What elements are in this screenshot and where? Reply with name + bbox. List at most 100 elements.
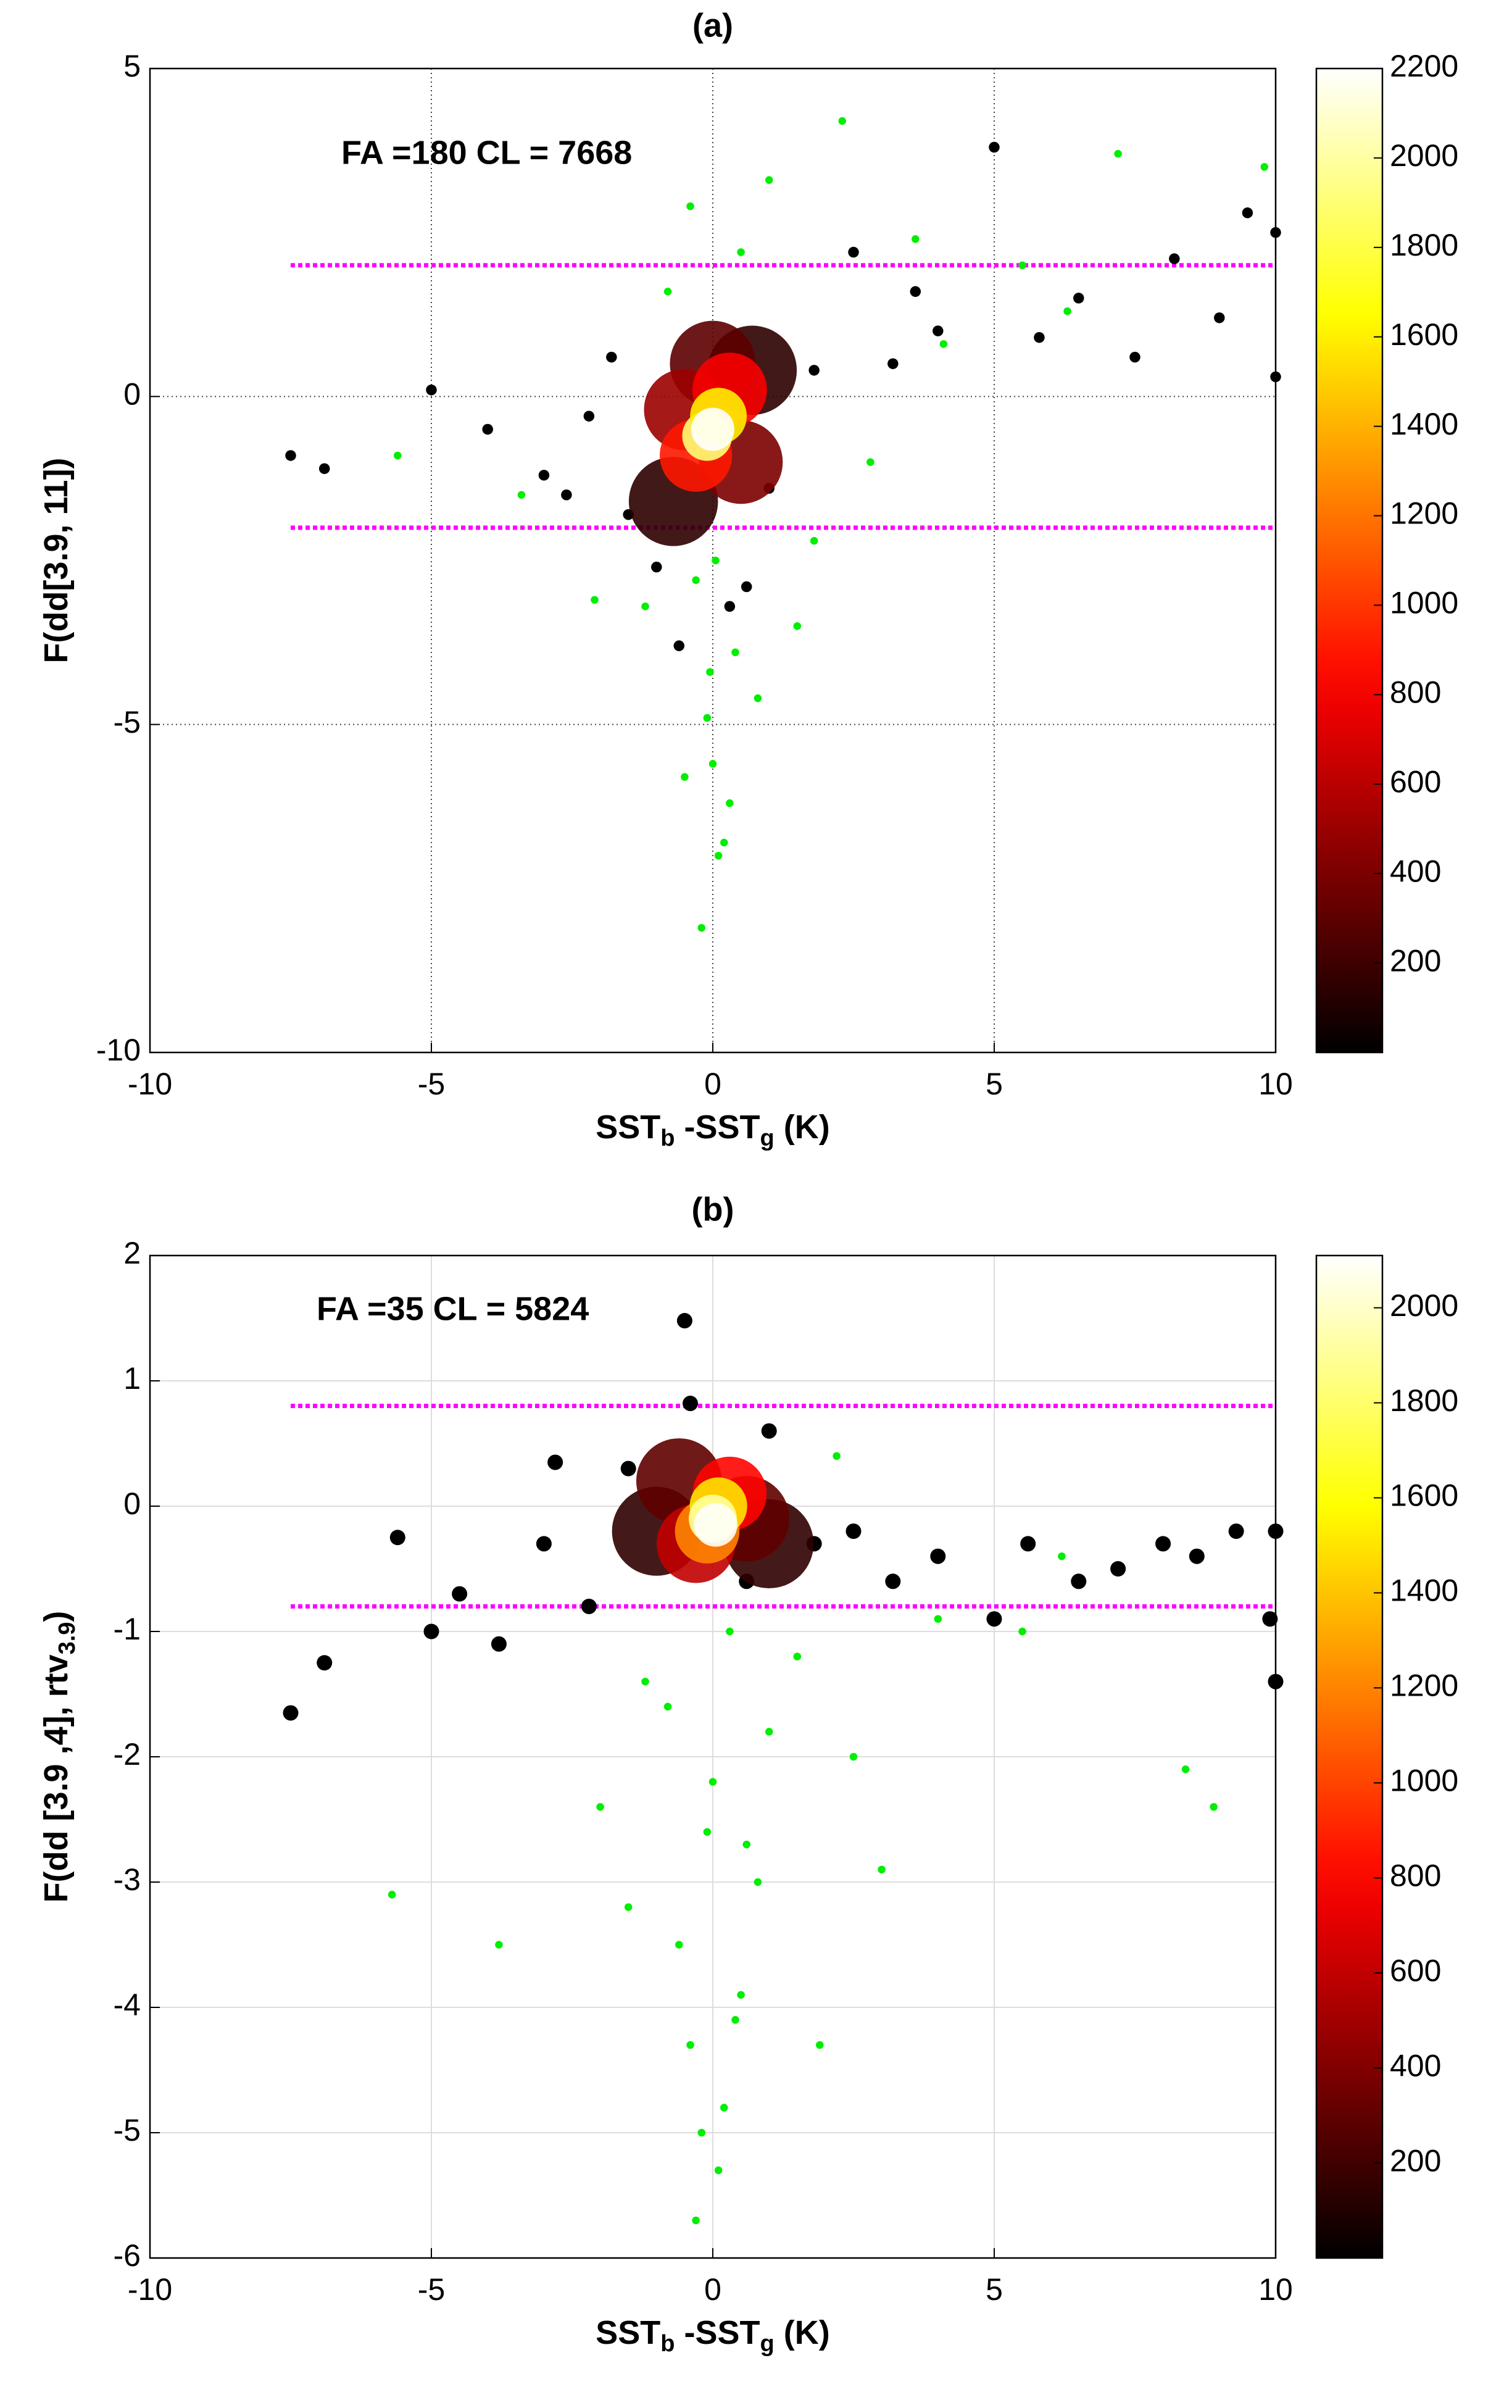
y-tick-label: -5 xyxy=(114,705,141,739)
scatter-point xyxy=(651,561,662,573)
scatter-point xyxy=(910,286,921,298)
scatter-point xyxy=(389,1530,405,1546)
scatter-point xyxy=(583,410,595,422)
scatter-point xyxy=(538,470,550,481)
y-tick-label: -5 xyxy=(114,2113,141,2148)
x-tick-label: 0 xyxy=(704,1067,721,1101)
label-part: ) xyxy=(38,1611,75,1622)
plot-frame xyxy=(149,1254,1277,2259)
scatter-point xyxy=(641,602,649,610)
x-tick-label: -5 xyxy=(418,2272,445,2307)
y-tick-label: -1 xyxy=(114,1612,141,1646)
scatter-point xyxy=(866,458,874,466)
colorbar-tick-label: 600 xyxy=(1390,1953,1441,1988)
scatter-point xyxy=(887,358,899,369)
scatter-point xyxy=(676,1313,692,1329)
scatter-point xyxy=(517,491,526,499)
scatter-point xyxy=(686,202,694,210)
label: SSTb -SSTg (K) xyxy=(596,1109,829,1151)
scatter-point xyxy=(426,384,437,396)
scatter-point xyxy=(1018,1627,1026,1636)
scatter-point xyxy=(1110,1561,1126,1577)
y-tick-label: 0 xyxy=(123,1486,141,1521)
y-tick-label: -3 xyxy=(114,1862,141,1897)
scatter-point xyxy=(1155,1536,1171,1552)
density-point xyxy=(694,1503,737,1547)
colorbar-tick-label: 800 xyxy=(1390,675,1441,710)
subscript: g xyxy=(760,2331,775,2357)
x-tick-label: -10 xyxy=(128,1067,172,1101)
scatter-point xyxy=(697,2128,706,2137)
scatter-point xyxy=(720,2104,728,2112)
scatter-point xyxy=(641,1677,649,1686)
scatter-point xyxy=(726,1627,734,1636)
colorbar-tick-label: 400 xyxy=(1390,854,1441,888)
scatter-point xyxy=(1063,307,1071,315)
label-part: SST xyxy=(596,2314,660,2351)
annotation: FA =180 CL = 7668 xyxy=(341,134,632,171)
colorbar-tick-label: 2000 xyxy=(1390,1288,1458,1323)
scatter-point xyxy=(708,1778,717,1786)
scatter-point xyxy=(1058,1552,1066,1560)
colorbar-tick-label: 1800 xyxy=(1390,228,1458,262)
scatter-point xyxy=(793,1652,802,1660)
label-part: F(dd [3.9 ,4], rtv xyxy=(38,1654,75,1902)
label-part: F(dd[3.9, 11]) xyxy=(38,457,75,663)
scatter-point xyxy=(833,1452,841,1460)
scatter-point xyxy=(703,1828,712,1836)
scatter-point xyxy=(495,1941,503,1949)
scatter-point xyxy=(816,2041,824,2049)
scatter-point xyxy=(708,760,717,768)
scatter-point xyxy=(536,1536,552,1552)
subscript: g xyxy=(760,1125,775,1151)
colorbar-tick-label: 1600 xyxy=(1390,317,1458,352)
scatter-point xyxy=(933,325,944,336)
scatter-point xyxy=(663,1702,672,1711)
scatter-point xyxy=(742,1840,750,1849)
x-tick-label: 5 xyxy=(986,2272,1003,2307)
scatter-point xyxy=(423,1623,439,1639)
y-tick-label: 1 xyxy=(123,1361,141,1396)
scatter-point xyxy=(754,1878,762,1886)
scatter-point xyxy=(1073,293,1084,304)
x-tick-label: 10 xyxy=(1258,1067,1293,1101)
scatter-point xyxy=(1262,1611,1278,1627)
scatter-point xyxy=(731,2016,739,2024)
scatter-point xyxy=(838,117,847,125)
scatter-point xyxy=(754,694,762,702)
label-part: -SST xyxy=(675,2314,760,2351)
scatter-point xyxy=(547,1454,563,1470)
scatter-point xyxy=(885,1573,901,1589)
annotation: FA =35 CL = 5824 xyxy=(317,1290,589,1327)
scatter-point xyxy=(1260,163,1269,171)
scatter-point xyxy=(491,1636,507,1652)
scatter-point xyxy=(681,773,689,781)
scatter-point xyxy=(482,423,493,435)
scatter-point xyxy=(989,141,1000,153)
y-tick-label: -4 xyxy=(114,1988,141,2022)
scatter-point xyxy=(686,2041,694,2049)
scatter-point xyxy=(596,1802,604,1811)
scatter-point xyxy=(683,1396,699,1412)
scatter-point xyxy=(930,1548,946,1564)
colorbar-tick-label: 2200 xyxy=(1390,49,1458,83)
scatter-point xyxy=(624,1903,633,1911)
scatter-point xyxy=(673,640,685,651)
colorbar-tick-label: 1200 xyxy=(1390,496,1458,531)
label: F(dd [3.9 ,4], rtv3.9) xyxy=(38,1611,80,1903)
scatter-point xyxy=(1114,149,1122,158)
scatter-point xyxy=(1181,1765,1190,1773)
scatter-point xyxy=(285,450,296,461)
x-tick-label: -10 xyxy=(128,2272,172,2307)
scatter-point xyxy=(581,1598,597,1614)
label-part: -SST xyxy=(675,1109,760,1146)
label: SSTb -SSTg (K) xyxy=(596,2314,829,2357)
scatter-point xyxy=(561,489,572,501)
scatter-point xyxy=(283,1705,299,1721)
y-tick-label: 0 xyxy=(123,377,141,412)
colorbar xyxy=(1315,1254,1384,2259)
panel: (a) -10 -5 0 5 10 -10 -5 0 5 FA =180 CL = 7668 SSTb… xyxy=(38,7,1458,1151)
scatter-point xyxy=(318,463,330,474)
scatter-point xyxy=(317,1655,333,1671)
